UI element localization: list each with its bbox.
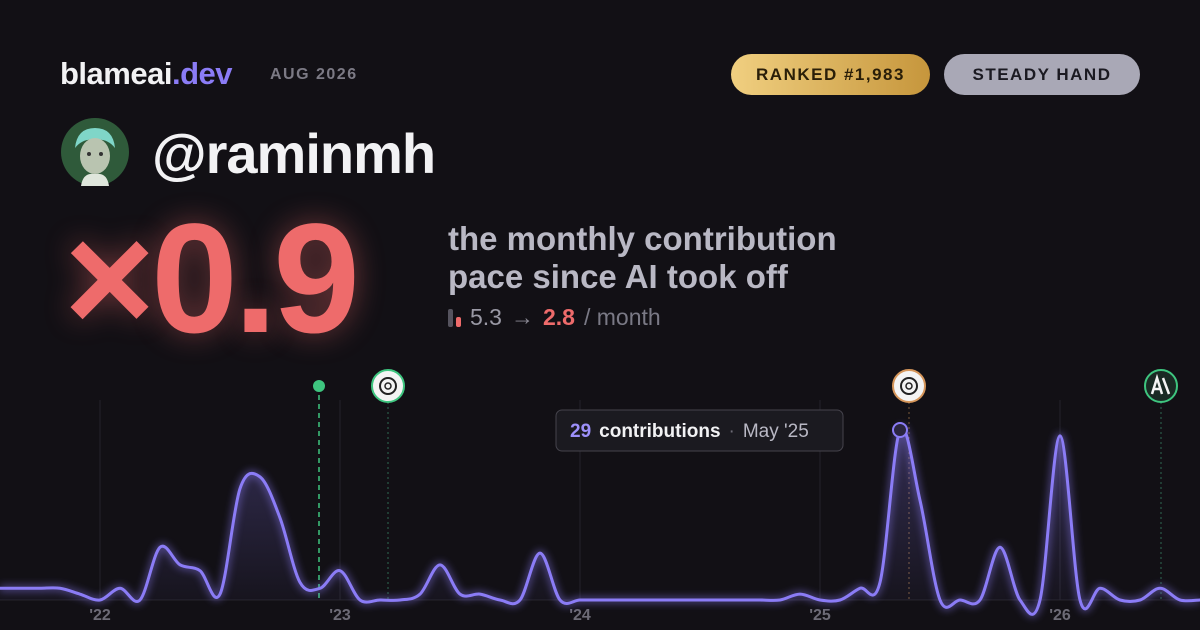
multiplier: ×0.9 [64, 192, 360, 366]
area [0, 427, 1200, 615]
brand-name: blameai [60, 56, 172, 91]
after-value: 2.8 [542, 304, 575, 330]
plot: '22 '23 '24 '25 '26 29 contributions · May '25 [0, 400, 1200, 624]
rank-badge: RANKED #1,983 [731, 54, 930, 95]
before-value: 5.3 [470, 304, 502, 330]
avatar [61, 118, 129, 186]
unit: / month [583, 304, 661, 330]
peak-dot [892, 422, 908, 438]
x-tick-label: '26 [1049, 607, 1071, 624]
description-line: pace since AI took off [448, 258, 788, 295]
tooltip-date: May '25 [743, 421, 809, 442]
anthropic-icon [1144, 369, 1178, 403]
x-tick-label: '22 [89, 607, 111, 624]
tooltip-separator: · [729, 421, 735, 442]
line [0, 426, 1200, 616]
tooltip: 29 contributions · May '25 [555, 409, 844, 452]
brand-suffix: .dev [171, 56, 233, 91]
brand: blameai.dev [60, 56, 232, 92]
x-tick-label: '25 [809, 607, 831, 624]
date: AUG 2026 [270, 66, 358, 83]
x-tick-label: '24 [569, 607, 591, 624]
handle: @raminmh [152, 122, 436, 185]
tooltip-label: contributions [599, 421, 720, 442]
tooltip-box [555, 409, 844, 452]
event-dot [313, 380, 325, 392]
openai-icon [892, 369, 926, 403]
style-badge: STEADY HAND [944, 54, 1140, 95]
description: the monthly contribution pace since AI t… [448, 220, 837, 296]
openai-icon [371, 369, 405, 403]
arrow: → [510, 304, 534, 330]
description-line: the monthly contribution [448, 220, 837, 257]
tooltip-value: 29 [570, 421, 591, 442]
mini-bars [448, 308, 461, 327]
x-tick-label: '23 [329, 607, 351, 624]
tooltip-text: 29 contributions · May '25 [570, 421, 809, 442]
stats: 5.3 → 2.8 / month [448, 304, 661, 331]
